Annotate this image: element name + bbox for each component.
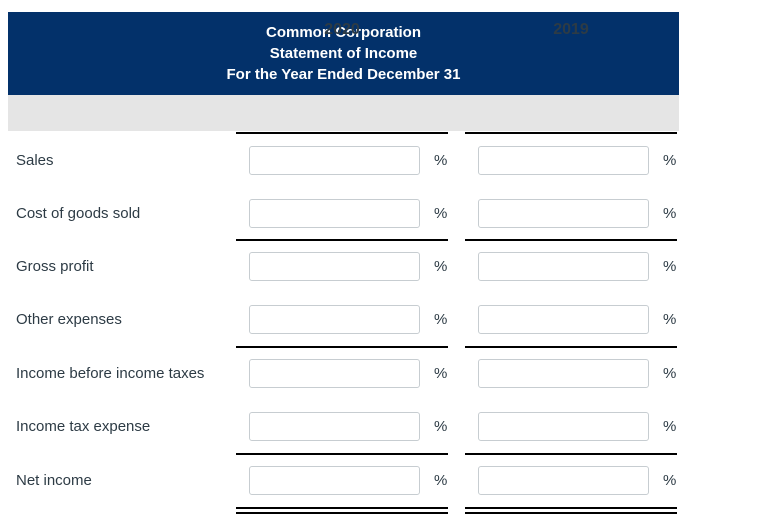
percent-sign: % — [434, 152, 448, 169]
subtotal-rule-2020 — [236, 453, 448, 455]
table-row-cost-of-goods-sold: Cost of goods sold % % — [8, 199, 679, 228]
row-label: Cost of goods sold — [16, 205, 141, 222]
percent-sign: % — [663, 205, 677, 222]
company-name: Common Corporation — [266, 24, 421, 41]
percent-sign: % — [434, 365, 448, 382]
sales-2019-input[interactable] — [478, 146, 649, 175]
net-income-2020-input[interactable] — [249, 466, 420, 495]
other-expenses-2019-input[interactable] — [478, 305, 649, 334]
row-label: Net income — [16, 472, 92, 489]
percent-sign: % — [663, 152, 677, 169]
column-header-2019: 2019 — [553, 21, 589, 38]
subtotal-rule-2020 — [236, 346, 448, 348]
total-double-rule-2020 — [236, 507, 448, 514]
percent-sign: % — [434, 472, 448, 489]
cost-of-goods-sold-2020-input[interactable] — [249, 199, 420, 228]
subtotal-rule-2019 — [465, 239, 677, 241]
row-label: Income before income taxes — [16, 365, 205, 382]
table-row-income-before-income-taxes: Income before income taxes % % — [8, 359, 679, 388]
income-before-income-taxes-2019-input[interactable] — [478, 359, 649, 388]
header-underline-2019 — [465, 132, 677, 134]
sales-2020-input[interactable] — [249, 146, 420, 175]
income-tax-expense-2020-input[interactable] — [249, 412, 420, 441]
percent-sign: % — [663, 258, 677, 275]
gross-profit-2019-input[interactable] — [478, 252, 649, 281]
table-row-other-expenses: Other expenses % % — [8, 305, 679, 334]
subtotal-rule-2019 — [465, 346, 677, 348]
percent-sign: % — [663, 472, 677, 489]
income-before-income-taxes-2020-input[interactable] — [249, 359, 420, 388]
column-header-2020: 2020 — [324, 21, 360, 38]
table-row-sales: Sales % % — [8, 146, 679, 175]
cost-of-goods-sold-2019-input[interactable] — [478, 199, 649, 228]
percent-sign: % — [434, 258, 448, 275]
row-label: Income tax expense — [16, 418, 151, 435]
percent-sign: % — [434, 418, 448, 435]
statement-title: Statement of Income — [269, 45, 418, 62]
total-double-rule-2019 — [465, 507, 677, 514]
gross-profit-2020-input[interactable] — [249, 252, 420, 281]
row-label: Other expenses — [16, 311, 122, 328]
percent-sign: % — [663, 311, 677, 328]
statement-header: Common Corporation Statement of Income F… — [8, 12, 679, 95]
percent-sign: % — [434, 311, 448, 328]
row-label: Sales — [16, 152, 54, 169]
percent-sign: % — [663, 418, 677, 435]
header-underline-2020 — [236, 132, 448, 134]
row-label: Gross profit — [16, 258, 94, 275]
subtotal-rule-2020 — [236, 239, 448, 241]
statement-period: For the Year Ended December 31 — [226, 66, 461, 83]
income-statement-form: Common Corporation Statement of Income F… — [8, 12, 679, 518]
year-header-band — [8, 95, 679, 131]
percent-sign: % — [663, 365, 677, 382]
table-row-income-tax-expense: Income tax expense % % — [8, 412, 679, 441]
table-row-net-income: Net income % % — [8, 466, 679, 495]
subtotal-rule-2019 — [465, 453, 677, 455]
percent-sign: % — [434, 205, 448, 222]
other-expenses-2020-input[interactable] — [249, 305, 420, 334]
net-income-2019-input[interactable] — [478, 466, 649, 495]
table-row-gross-profit: Gross profit % % — [8, 252, 679, 281]
income-tax-expense-2019-input[interactable] — [478, 412, 649, 441]
